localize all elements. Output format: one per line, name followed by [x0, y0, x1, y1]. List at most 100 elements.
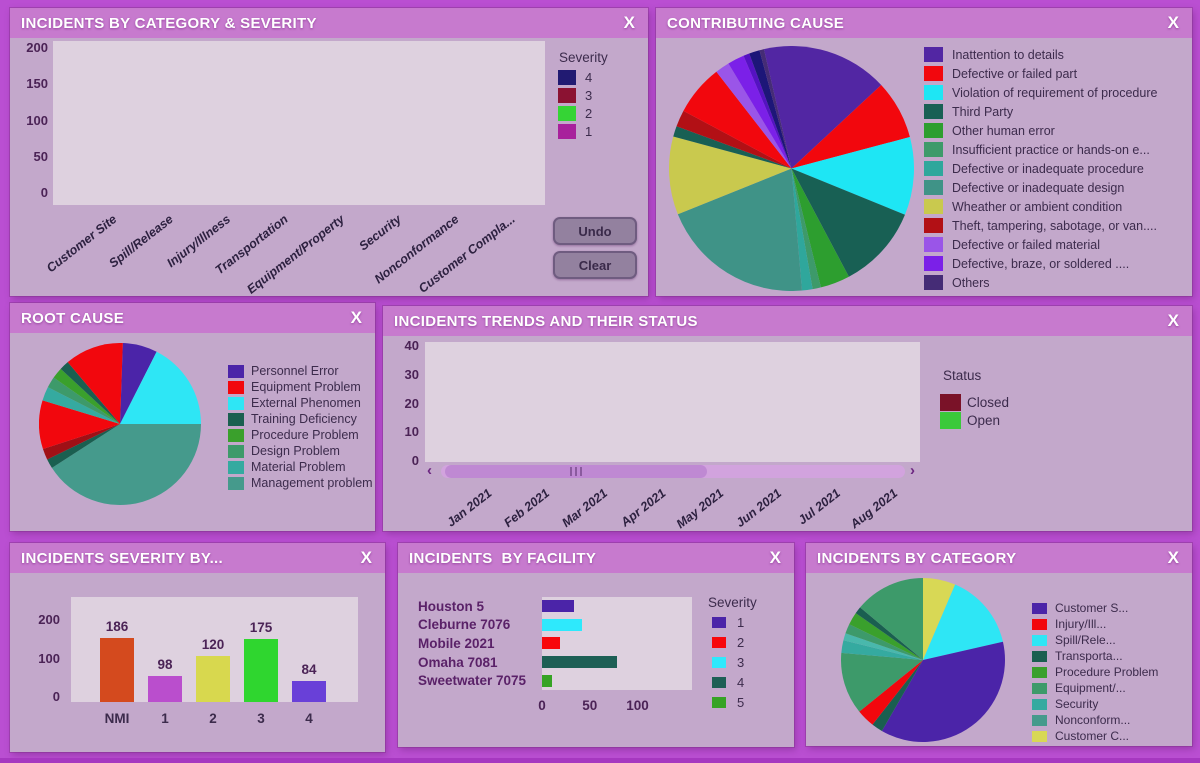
- pie-slice[interactable]: [39, 400, 120, 450]
- bar-Security[interactable]: [367, 48, 424, 193]
- bar[interactable]: [148, 675, 182, 702]
- bar-Jun 2021[interactable]: [747, 346, 805, 461]
- pie-slice[interactable]: [120, 343, 157, 424]
- legend-item[interactable]: 2: [558, 106, 592, 121]
- scroll-left-icon[interactable]: ‹: [427, 462, 432, 479]
- bar-Mar 2021[interactable]: [573, 346, 631, 461]
- pie-slice[interactable]: [845, 624, 923, 660]
- bar-Omaha 7081[interactable]: [542, 656, 617, 669]
- pie-slice[interactable]: [923, 578, 956, 660]
- pie-slice[interactable]: [791, 168, 905, 277]
- bar-May 2021[interactable]: [689, 346, 747, 461]
- bar-Apr 2021[interactable]: [631, 346, 689, 461]
- legend-item[interactable]: Insufficient practice or hands-on e...: [924, 142, 1157, 157]
- pie-slice[interactable]: [42, 424, 120, 460]
- bar[interactable]: [196, 655, 230, 702]
- legend-item[interactable]: Other human error: [924, 123, 1157, 138]
- pie-slice[interactable]: [42, 387, 120, 424]
- pie-slice[interactable]: [841, 640, 923, 660]
- bar-Houston 5[interactable]: [542, 600, 574, 613]
- bar-Sweetwater 7075[interactable]: [542, 674, 552, 687]
- legend-item[interactable]: 4: [712, 675, 744, 690]
- pie-slice[interactable]: [759, 49, 792, 169]
- bar-Customer Compla...[interactable]: [481, 48, 538, 193]
- scrollbar-thumb[interactable]: [445, 465, 707, 478]
- legend-item[interactable]: 3: [712, 655, 744, 670]
- legend-item[interactable]: Procedure Problem: [228, 428, 373, 442]
- pie-slice[interactable]: [677, 168, 802, 292]
- close-icon[interactable]: X: [350, 308, 362, 327]
- pie-slice[interactable]: [841, 652, 923, 712]
- pie-slice[interactable]: [53, 368, 121, 424]
- bar-Jan 2021[interactable]: [457, 346, 515, 461]
- legend-item[interactable]: Defective or inadequate procedure: [924, 161, 1157, 176]
- pie-slice[interactable]: [47, 377, 120, 424]
- close-icon[interactable]: X: [623, 13, 635, 32]
- close-icon[interactable]: X: [360, 548, 372, 567]
- legend-item[interactable]: Material Problem: [228, 460, 373, 474]
- legend-item[interactable]: Closed: [940, 394, 1009, 411]
- legend-item[interactable]: 1: [712, 615, 744, 630]
- legend-item[interactable]: Procedure Problem: [1032, 665, 1158, 679]
- bar-Equipment/Property[interactable]: [310, 48, 367, 193]
- pie-slice[interactable]: [872, 660, 923, 731]
- legend-item[interactable]: Others: [924, 275, 1157, 290]
- bar[interactable]: [100, 637, 134, 702]
- legend-item[interactable]: 4: [558, 70, 592, 85]
- pie-slice[interactable]: [67, 343, 123, 424]
- close-icon[interactable]: X: [1167, 548, 1179, 567]
- bar-Spill/Release[interactable]: [139, 48, 196, 193]
- legend-item[interactable]: Open: [940, 412, 1009, 429]
- window-titlebar[interactable]: INCIDENTS BY FACILITY X: [398, 543, 794, 573]
- pie-slice[interactable]: [849, 613, 923, 660]
- undo-button[interactable]: Undo: [553, 217, 637, 245]
- legend-item[interactable]: Violation of requirement of procedure: [924, 85, 1157, 100]
- legend-item[interactable]: Defective or failed material: [924, 237, 1157, 252]
- bar-Transportation[interactable]: [253, 48, 310, 193]
- legend-item[interactable]: Design Problem: [228, 444, 373, 458]
- legend-item[interactable]: Customer C...: [1032, 729, 1158, 743]
- bar[interactable]: [292, 681, 326, 702]
- pie-slice[interactable]: [683, 71, 792, 169]
- legend-item[interactable]: 5: [712, 695, 744, 710]
- pie-slice[interactable]: [859, 660, 923, 725]
- legend-item[interactable]: Security: [1032, 697, 1158, 711]
- close-icon[interactable]: X: [1167, 13, 1179, 32]
- pie-slice[interactable]: [791, 85, 910, 169]
- pie-slice[interactable]: [60, 362, 120, 424]
- legend-item[interactable]: Injury/Ill...: [1032, 617, 1158, 631]
- pie-slice[interactable]: [763, 46, 882, 169]
- pie-slice[interactable]: [676, 110, 792, 169]
- close-icon[interactable]: X: [1167, 311, 1179, 330]
- window-titlebar[interactable]: CONTRIBUTING CAUSE X: [656, 8, 1192, 38]
- pie-slice[interactable]: [716, 63, 792, 169]
- pie-slice[interactable]: [51, 424, 201, 505]
- bar-Aug 2021[interactable]: [863, 346, 921, 461]
- pie-slice[interactable]: [860, 578, 923, 660]
- pie-slice[interactable]: [120, 351, 201, 425]
- window-titlebar[interactable]: ROOT CAUSE X: [10, 303, 375, 333]
- bar[interactable]: [244, 639, 278, 702]
- bar-Mobile 2021[interactable]: [542, 637, 561, 650]
- close-icon[interactable]: X: [769, 548, 781, 567]
- pie-slice[interactable]: [791, 168, 813, 291]
- pie-slice[interactable]: [855, 607, 923, 660]
- legend-item[interactable]: Defective, braze, or soldered ....: [924, 256, 1157, 271]
- legend-item[interactable]: Management problem: [228, 476, 373, 490]
- window-titlebar[interactable]: INCIDENTS TRENDS AND THEIR STATUS X: [383, 306, 1192, 336]
- pie-slice[interactable]: [791, 137, 915, 215]
- bar-Nonconformance[interactable]: [424, 48, 481, 193]
- legend-item[interactable]: Nonconform...: [1032, 713, 1158, 727]
- clear-button[interactable]: Clear: [553, 251, 637, 279]
- pie-slice[interactable]: [728, 55, 792, 169]
- pie-slice[interactable]: [749, 50, 792, 169]
- window-titlebar[interactable]: INCIDENTS SEVERITY BY... X: [10, 543, 385, 573]
- bar-Injury/Illness[interactable]: [196, 48, 253, 193]
- legend-item[interactable]: Defective or inadequate design: [924, 180, 1157, 195]
- bar-Feb 2021[interactable]: [515, 346, 573, 461]
- window-titlebar[interactable]: INCIDENTS BY CATEGORY X: [806, 543, 1192, 573]
- scrollbar-track[interactable]: [441, 465, 905, 478]
- scroll-right-icon[interactable]: ›: [910, 462, 915, 479]
- pie-slice[interactable]: [669, 136, 792, 215]
- bar-Cleburne 7076[interactable]: [542, 618, 583, 631]
